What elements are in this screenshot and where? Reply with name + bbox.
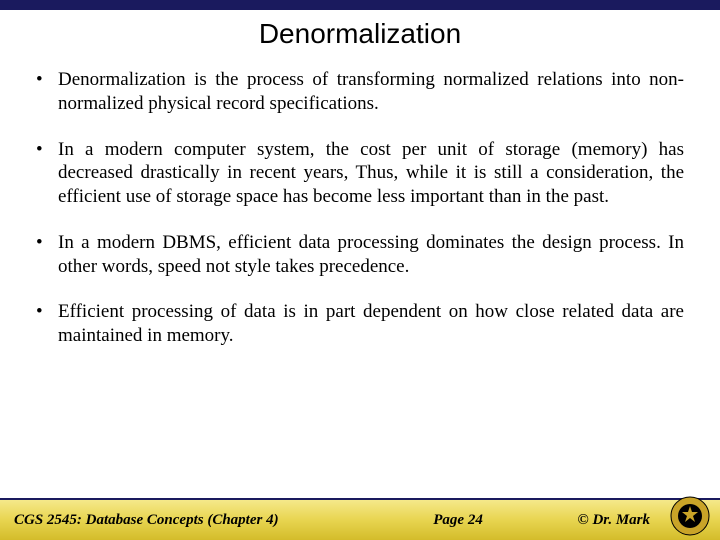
ucf-logo-icon [670,496,710,536]
slide-content: • Denormalization is the process of tran… [0,68,720,348]
bullet-item: • Efficient processing of data is in par… [36,300,684,348]
bullet-marker: • [36,231,58,279]
footer-page: Page 24 [279,512,578,529]
bullet-marker: • [36,138,58,209]
footer-course: CGS 2545: Database Concepts (Chapter 4) [14,512,279,529]
bullet-item: • In a modern computer system, the cost … [36,138,684,209]
bullet-text: In a modern computer system, the cost pe… [58,138,684,209]
bullet-text: In a modern DBMS, efficient data process… [58,231,684,279]
bullet-text: Efficient processing of data is in part … [58,300,684,348]
bullet-text: Denormalization is the process of transf… [58,68,684,116]
bullet-marker: • [36,300,58,348]
bullet-item: • In a modern DBMS, efficient data proce… [36,231,684,279]
slide-title: Denormalization [0,18,720,50]
bullet-item: • Denormalization is the process of tran… [36,68,684,116]
slide-footer: CGS 2545: Database Concepts (Chapter 4) … [0,498,720,540]
footer-author: © Dr. Mark [578,512,650,529]
bullet-marker: • [36,68,58,116]
top-accent-bar [0,0,720,10]
